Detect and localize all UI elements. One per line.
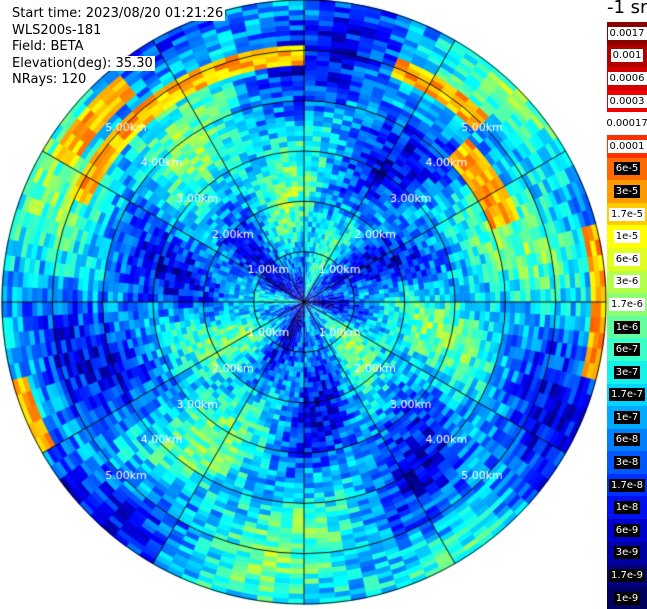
colorbar-tick-label: 0.00017 bbox=[604, 117, 647, 131]
colorbar-tick-label: 1.7e-7 bbox=[608, 388, 646, 402]
colorbar-tick-label: 1.7e-6 bbox=[608, 297, 646, 311]
colorbar-tick-label: 1.7e-9 bbox=[608, 569, 646, 583]
colorbar-tick-label: 3e-7 bbox=[613, 365, 641, 379]
colorbar-tick-label: 0.001 bbox=[610, 49, 644, 63]
colorbar-swatch: 1e-6 bbox=[607, 315, 647, 339]
colorbar-swatch: 3e-9 bbox=[607, 541, 647, 565]
colorbar-tick-label: 0.0001 bbox=[607, 139, 647, 153]
colorbar-swatch: 1.7e-7 bbox=[607, 383, 647, 407]
colorbar-tick-label: 1e-9 bbox=[613, 591, 641, 605]
colorbar-swatch: 1e-8 bbox=[607, 496, 647, 520]
field-label: Field: BETA bbox=[12, 39, 86, 54]
colorbar-swatch: 0.0001 bbox=[607, 134, 647, 158]
colorbar-tick-label: 0.0003 bbox=[607, 94, 647, 108]
colorbar-tick-label: 6e-7 bbox=[613, 343, 641, 357]
colorbar-swatch: 6e-7 bbox=[607, 338, 647, 361]
colorbar: 0.0017 0.001 0.0006 0.0003 0.00017 0.0001 6e-5… bbox=[604, 22, 647, 609]
colorbar-tick-label: 6e-9 bbox=[613, 523, 641, 537]
colorbar-tick-label: 1e-6 bbox=[613, 320, 641, 334]
colorbar-swatch: 1e-7 bbox=[607, 406, 647, 429]
colorbar-swatch: 0.00017 bbox=[604, 112, 647, 135]
colorbar-swatch: 3e-7 bbox=[607, 360, 647, 384]
nrays-label: NRays: 120 bbox=[12, 72, 89, 87]
colorbar-swatch: 6e-9 bbox=[607, 519, 647, 542]
colorbar-swatch: 0.001 bbox=[607, 44, 647, 68]
colorbar-swatch: 3e-5 bbox=[607, 180, 647, 203]
colorbar-swatch: 1e-9 bbox=[607, 586, 647, 609]
colorbar-tick-label: 6e-8 bbox=[613, 433, 641, 447]
colorbar-tick-label: 1e-8 bbox=[613, 501, 641, 515]
colorbar-tick-label: 1e-5 bbox=[613, 230, 641, 244]
colorbar-tick-label: 1e-7 bbox=[613, 410, 641, 424]
colorbar-swatch: 1e-5 bbox=[607, 225, 647, 248]
colorbar-swatch: 6e-5 bbox=[607, 157, 647, 181]
elevation-label: Elevation(deg): 35.30 bbox=[12, 55, 155, 71]
scan-info: Start time: 2023/08/20 01:21:26 WLS200s-… bbox=[12, 6, 226, 89]
colorbar-swatch: 1.7e-6 bbox=[607, 293, 647, 316]
colorbar-tick-label: 6e-5 bbox=[613, 162, 641, 176]
colorbar-tick-label: 3e-9 bbox=[613, 546, 641, 560]
colorbar-tick-label: 1.7e-5 bbox=[608, 207, 646, 221]
start-time-label: Start time: 2023/08/20 01:21:26 bbox=[12, 6, 226, 21]
colorbar-title: -1 sr bbox=[607, 0, 647, 18]
colorbar-swatch: 0.0006 bbox=[607, 67, 647, 90]
colorbar-tick-label: 3e-6 bbox=[613, 275, 641, 289]
colorbar-swatch: 0.0017 bbox=[607, 22, 647, 45]
instrument-label: WLS200s-181 bbox=[12, 22, 104, 38]
colorbar-swatch: 1.7e-5 bbox=[607, 202, 647, 226]
colorbar-swatch: 0.0003 bbox=[607, 89, 647, 113]
colorbar-tick-label: 6e-6 bbox=[613, 252, 641, 266]
colorbar-tick-label: 0.0006 bbox=[607, 71, 647, 85]
colorbar-tick-label: 1.7e-8 bbox=[608, 478, 646, 492]
colorbar-tick-label: 3e-8 bbox=[613, 456, 641, 470]
colorbar-swatch: 3e-6 bbox=[607, 270, 647, 294]
colorbar-swatch: 1.7e-9 bbox=[607, 564, 647, 587]
colorbar-tick-label: 3e-5 bbox=[613, 184, 641, 198]
colorbar-swatch: 6e-6 bbox=[607, 247, 647, 271]
colorbar-swatch: 1.7e-8 bbox=[607, 473, 647, 497]
colorbar-swatch: 3e-8 bbox=[607, 451, 647, 474]
colorbar-tick-label: 0.0017 bbox=[607, 26, 647, 40]
colorbar-swatch: 6e-8 bbox=[607, 428, 647, 452]
